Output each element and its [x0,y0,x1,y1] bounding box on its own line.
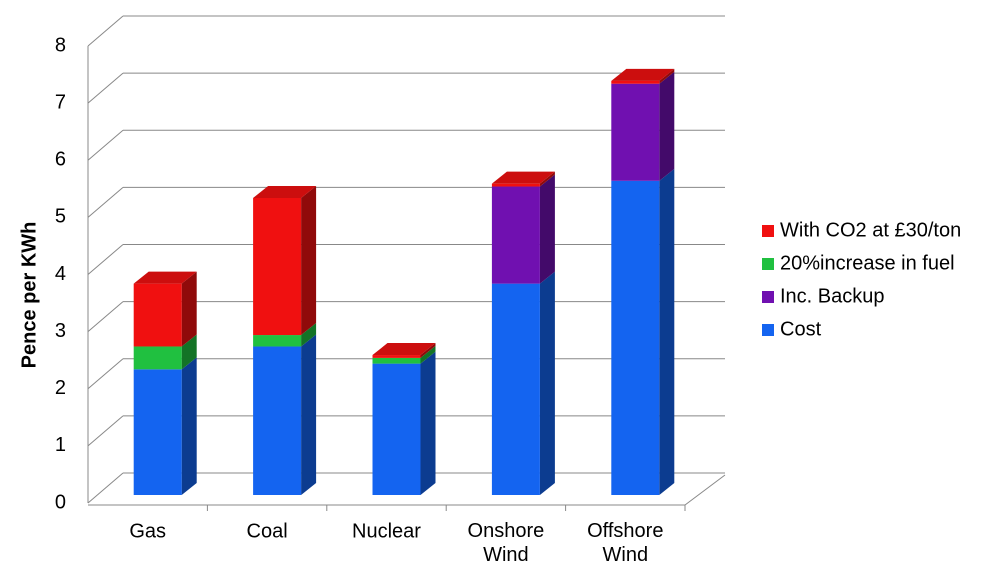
x-tick-label: Gas [129,520,166,542]
bar-top [491,171,555,184]
legend-label: Cost [780,318,822,340]
grid-line [87,186,124,218]
bar-side [181,334,197,370]
legend-label: With CO2 at £30/ton [780,219,961,241]
legend-swatch [762,258,774,270]
grid-line [87,358,124,390]
y-tick-label: 5 [55,206,66,228]
bar-side [420,345,436,364]
x-tick-label-line: Wind [603,544,649,562]
y-tick-label: 4 [55,263,66,285]
grid-line [87,72,124,104]
bar [611,80,660,84]
x-tick-label: Coal [247,520,288,542]
x-tick-label: Nuclear [352,520,421,542]
bar-side [659,168,675,495]
bar-top [253,185,317,198]
bar [372,355,421,358]
grid-line [87,472,124,504]
legend-label: Inc. Backup [780,285,885,307]
bar-side [420,351,436,495]
x-tick-label-line: Wind [483,544,529,562]
legend-swatch [762,324,774,336]
bar [491,183,540,187]
bar-top [372,343,436,356]
x-tick-label: Offshore Wind [587,520,663,562]
bar-side [181,357,197,495]
bar-side [539,171,555,187]
bar-side [301,185,317,336]
x-tick-label-line: Onshore [468,520,545,542]
x-tick-label-line: Offshore [587,520,663,542]
bar [611,83,660,181]
bar-side [659,71,675,181]
legend-swatch [762,291,774,303]
y-tick-label: 2 [55,377,66,399]
legend-label: 20%increase in fuel [780,252,955,274]
bar [133,346,182,370]
bar [372,357,421,364]
axis-line [684,474,726,506]
grid-line [87,415,124,447]
bar [253,335,302,347]
grid-line [87,15,124,47]
bar [491,186,540,284]
bar-side [301,323,317,347]
bar [253,346,302,495]
bar [133,283,182,347]
bar [372,363,421,495]
bar [253,197,302,336]
y-tick-label: 0 [55,491,66,513]
y-tick-label: 1 [55,434,66,456]
y-tick-label: 7 [55,91,66,113]
x-tick-label: Onshore Wind [468,520,545,562]
legend-swatch [762,225,774,237]
bar-side [420,343,436,358]
grid-line [87,244,124,275]
bar-side [181,271,197,347]
y-tick-label: 3 [55,320,66,342]
bar [133,369,182,495]
y-tick-label: 6 [55,149,66,171]
bar-top [133,271,197,284]
grid-line [87,129,124,161]
bar-side [301,334,317,495]
bar [611,180,660,495]
y-axis-label: Pence per KWh [18,222,40,369]
bar-side [539,174,555,284]
bar-top [611,68,675,81]
grid-line [87,301,124,333]
y-tick-label: 8 [55,34,66,56]
bar-side [659,68,675,84]
bar-side [539,271,555,495]
bar [491,283,540,495]
